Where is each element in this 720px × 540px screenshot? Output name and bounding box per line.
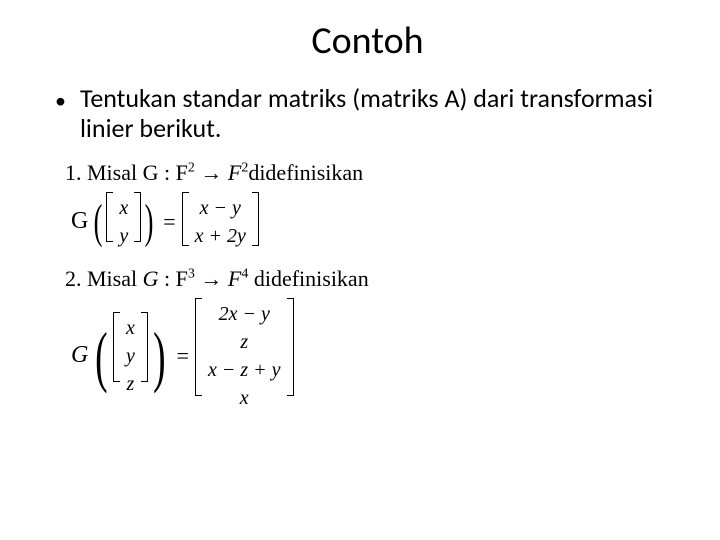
left-paren: ( [95, 322, 107, 390]
slide: Contoh • Tentukan standar matriks (matri… [0, 0, 720, 540]
input-vector-2: xyz [113, 312, 148, 400]
slide-title: Contoh [55, 18, 680, 64]
left-paren: ( [94, 198, 103, 246]
item-2-equation: G ( xyz ) = 2x − yzx − z + yx [71, 298, 680, 414]
output-vector-1: x − yx + 2y [182, 192, 259, 252]
item-1-def: 1. Misal G : F2 → F2didefinisikan [65, 160, 680, 186]
right-paren: ) [145, 198, 154, 246]
item-2-def: 2. Misal G : F3 → F4 didefinisikan [65, 266, 680, 292]
bullet-text: Tentukan standar matriks (matriks A) dar… [80, 84, 680, 144]
bullet-item: • Tentukan standar matriks (matriks A) d… [55, 84, 680, 144]
function-g: G [71, 342, 88, 369]
equals-sign: = [177, 343, 189, 369]
right-paren: ) [153, 322, 165, 390]
item-1-equation: G ( xy ) = x − yx + 2y [71, 192, 680, 252]
bullet-dot: • [55, 88, 66, 113]
function-g: G [71, 208, 88, 235]
output-vector-2: 2x − yzx − z + yx [195, 298, 294, 414]
math-content: 1. Misal G : F2 → F2didefinisikan G ( xy… [65, 160, 680, 414]
input-vector-1: xy [106, 192, 141, 252]
equals-sign: = [163, 209, 175, 235]
